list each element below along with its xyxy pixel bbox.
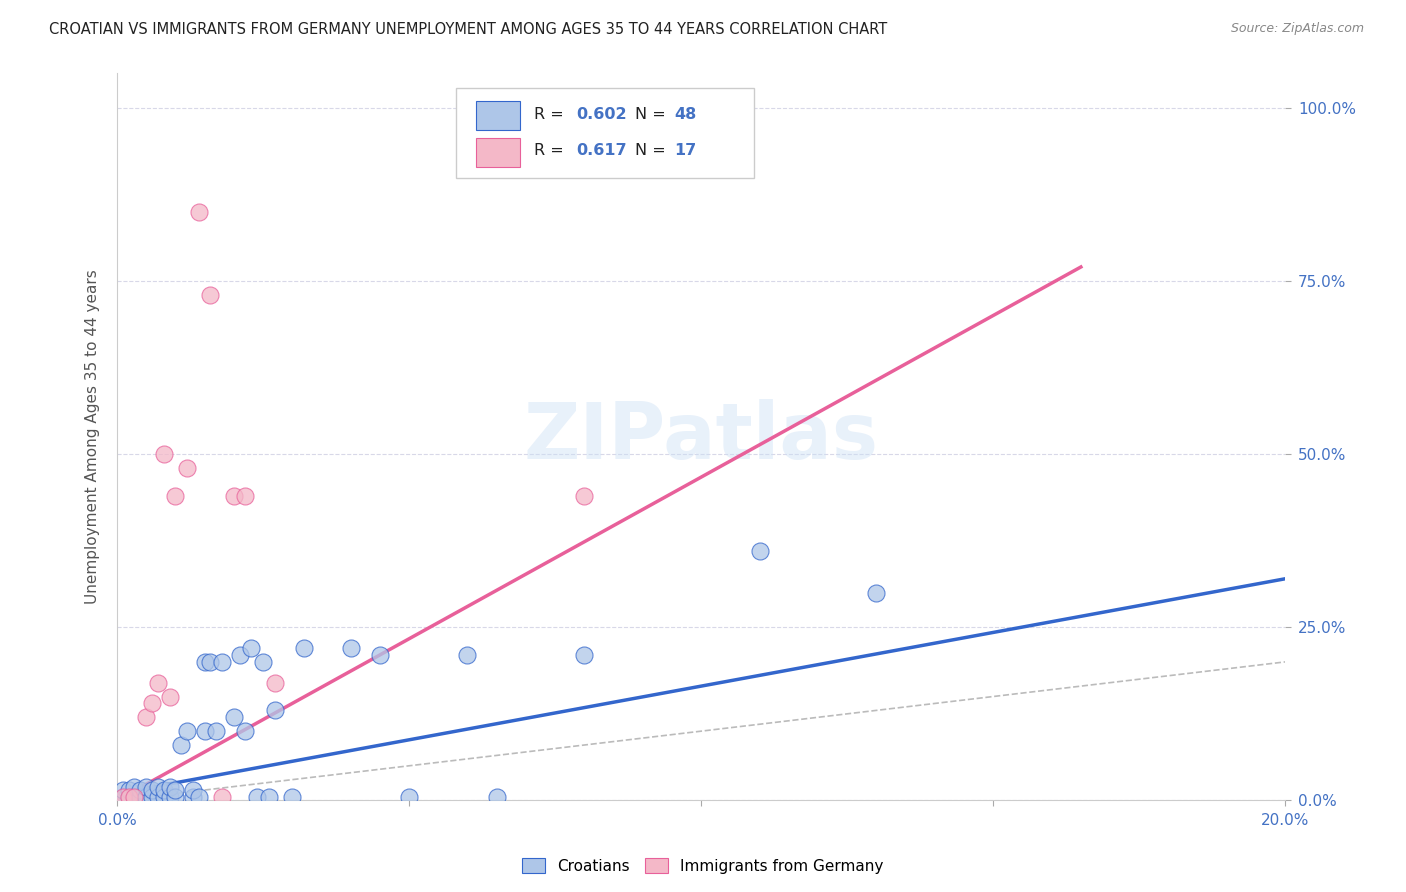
- Text: N =: N =: [634, 107, 671, 122]
- Point: [146, 780, 169, 794]
- Point: [159, 780, 181, 794]
- Text: R =: R =: [534, 107, 569, 122]
- Text: N =: N =: [634, 144, 671, 158]
- FancyBboxPatch shape: [475, 137, 520, 167]
- Point: [141, 783, 163, 797]
- Point: [235, 489, 257, 503]
- Point: [118, 783, 141, 797]
- Text: 17: 17: [675, 144, 696, 158]
- Point: [111, 789, 134, 804]
- Point: [205, 724, 228, 739]
- Point: [222, 710, 245, 724]
- Point: [135, 789, 157, 804]
- Point: [152, 789, 174, 804]
- Legend: Croatians, Immigrants from Germany: Croatians, Immigrants from Germany: [516, 852, 890, 880]
- Text: 48: 48: [675, 107, 696, 122]
- Point: [152, 447, 174, 461]
- Point: [152, 783, 174, 797]
- Text: CROATIAN VS IMMIGRANTS FROM GERMANY UNEMPLOYMENT AMONG AGES 35 TO 44 YEARS CORRE: CROATIAN VS IMMIGRANTS FROM GERMANY UNEM…: [49, 22, 887, 37]
- Point: [170, 738, 193, 752]
- Point: [165, 489, 187, 503]
- Point: [263, 703, 285, 717]
- Text: Source: ZipAtlas.com: Source: ZipAtlas.com: [1230, 22, 1364, 36]
- Point: [368, 648, 391, 662]
- Point: [200, 287, 222, 301]
- FancyBboxPatch shape: [475, 102, 520, 130]
- Point: [135, 710, 157, 724]
- Point: [574, 489, 596, 503]
- Point: [176, 461, 198, 475]
- Point: [124, 780, 146, 794]
- Point: [240, 640, 263, 655]
- Point: [228, 648, 250, 662]
- Point: [194, 655, 217, 669]
- Point: [748, 544, 770, 558]
- Point: [111, 789, 134, 804]
- Point: [194, 724, 217, 739]
- Point: [181, 789, 204, 804]
- Point: [456, 648, 478, 662]
- Point: [118, 789, 141, 804]
- FancyBboxPatch shape: [456, 87, 754, 178]
- Point: [263, 675, 285, 690]
- Point: [187, 789, 209, 804]
- Point: [187, 204, 209, 219]
- Point: [129, 789, 152, 804]
- Point: [865, 585, 887, 599]
- Text: R =: R =: [534, 144, 569, 158]
- Point: [235, 724, 257, 739]
- Point: [211, 789, 233, 804]
- Point: [118, 789, 141, 804]
- Point: [181, 783, 204, 797]
- Point: [574, 648, 596, 662]
- Text: 0.602: 0.602: [576, 107, 627, 122]
- Text: ZIPatlas: ZIPatlas: [523, 399, 879, 475]
- Point: [135, 780, 157, 794]
- Point: [281, 789, 304, 804]
- Point: [165, 789, 187, 804]
- Point: [141, 697, 163, 711]
- Point: [124, 789, 146, 804]
- Text: 0.617: 0.617: [576, 144, 627, 158]
- Point: [339, 640, 361, 655]
- Point: [124, 789, 146, 804]
- Point: [200, 655, 222, 669]
- Y-axis label: Unemployment Among Ages 35 to 44 years: Unemployment Among Ages 35 to 44 years: [86, 269, 100, 604]
- Point: [111, 783, 134, 797]
- Point: [141, 789, 163, 804]
- Point: [257, 789, 280, 804]
- Point: [129, 783, 152, 797]
- Point: [485, 789, 508, 804]
- Point: [159, 690, 181, 704]
- Point: [211, 655, 233, 669]
- Point: [146, 789, 169, 804]
- Point: [246, 789, 269, 804]
- Point: [292, 640, 315, 655]
- Point: [165, 783, 187, 797]
- Point: [146, 675, 169, 690]
- Point: [176, 724, 198, 739]
- Point: [222, 489, 245, 503]
- Point: [398, 789, 420, 804]
- Point: [159, 789, 181, 804]
- Point: [252, 655, 274, 669]
